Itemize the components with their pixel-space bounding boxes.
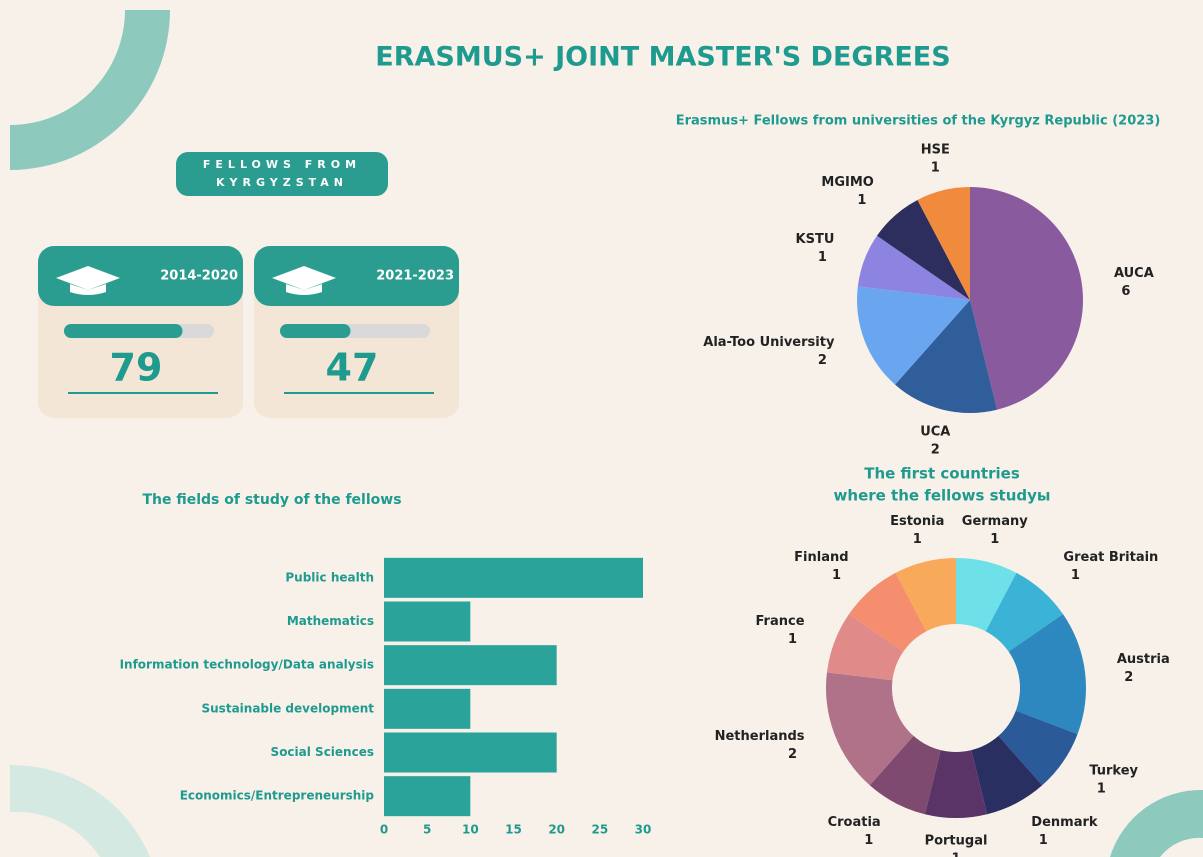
fellows-badge <box>176 152 388 196</box>
bar <box>384 645 557 686</box>
donut-slice <box>826 672 914 786</box>
card-value: 47 <box>326 346 379 390</box>
slice-value: 6 <box>1121 284 1130 299</box>
y-tick-label: Public health <box>285 570 374 584</box>
bar <box>384 776 471 817</box>
progress-fill <box>64 324 183 338</box>
slice-label: Germany <box>962 514 1028 529</box>
x-tick-label: 20 <box>548 823 565 837</box>
slice-value: 2 <box>931 442 940 457</box>
slice-label: UCA <box>920 424 950 439</box>
slice-value: 1 <box>1097 782 1106 797</box>
y-tick-label: Sustainable development <box>202 701 375 715</box>
donut-slice <box>849 572 927 652</box>
chart-title: Erasmus+ Fellows from universities of th… <box>676 114 1161 129</box>
slice-label: Estonia <box>890 514 944 529</box>
x-tick-label: 5 <box>423 823 431 837</box>
slice-label: Great Britain <box>1063 550 1158 565</box>
bar <box>384 557 643 598</box>
donut-slice <box>924 750 988 818</box>
slice-label: Turkey <box>1089 764 1138 779</box>
fellows-label: FELLOWS FROM <box>203 158 361 171</box>
y-tick-label: Economics/Entrepreneurship <box>180 789 375 803</box>
slice-label: AUCA <box>1114 266 1154 281</box>
slice-label: Croatia <box>828 815 881 830</box>
donut-slice <box>985 572 1063 652</box>
donut-slice <box>826 614 904 681</box>
x-tick-label: 30 <box>635 823 652 837</box>
progress-fill <box>280 324 351 338</box>
slice-label: France <box>756 614 805 629</box>
slice-label: Denmark <box>1031 815 1098 830</box>
slice-value: 1 <box>857 193 866 208</box>
slice-value: 2 <box>788 747 797 762</box>
decor-arc <box>1110 789 1203 857</box>
decor-arc <box>10 764 150 857</box>
bar <box>384 601 471 642</box>
slice-label: KSTU <box>796 232 835 247</box>
card-period: 2014-2020 <box>160 269 238 284</box>
chart-title: where the fellows studyы <box>834 487 1051 505</box>
pie-slice <box>917 187 970 300</box>
slice-value: 1 <box>1071 568 1080 583</box>
donut-slice <box>998 710 1078 786</box>
card-period: 2021-2023 <box>376 269 454 284</box>
y-tick-label: Information technology/Data analysis <box>120 658 374 672</box>
donut-slice <box>895 558 956 632</box>
slice-value: 1 <box>832 568 841 583</box>
slice-label: Austria <box>1117 652 1170 667</box>
chart-title: The first countries <box>864 465 1020 483</box>
x-tick-label: 25 <box>591 823 608 837</box>
slice-value: 2 <box>1124 670 1133 685</box>
x-tick-label: 15 <box>505 823 522 837</box>
pie-slice <box>970 187 1083 410</box>
chart-title: The fields of study of the fellows <box>142 492 401 508</box>
slice-label: Netherlands <box>715 729 805 744</box>
pie-slice <box>877 199 970 300</box>
page-title: ERASMUS+ JOINT MASTER'S DEGREES <box>375 42 950 73</box>
donut-slice <box>971 735 1043 815</box>
pie-slice <box>857 235 970 300</box>
pie-slice <box>857 286 970 385</box>
y-tick-label: Social Sciences <box>271 745 374 759</box>
slice-value: 1 <box>913 532 922 547</box>
slice-value: 1 <box>818 250 827 265</box>
slice-value: 1 <box>990 532 999 547</box>
donut-slice <box>956 558 1017 632</box>
decor-arc <box>10 10 170 170</box>
donut-slice <box>1008 614 1087 735</box>
bar <box>384 732 557 773</box>
slice-value: 1 <box>788 632 797 647</box>
cap-icon <box>70 284 106 295</box>
slice-value: 2 <box>818 353 827 368</box>
slice-label: Finland <box>794 550 848 565</box>
bar <box>384 688 471 729</box>
cap-icon <box>56 266 120 290</box>
donut-slice <box>869 735 941 815</box>
cap-icon <box>286 284 322 295</box>
slice-label: Portugal <box>925 834 988 849</box>
cap-icon <box>272 266 336 290</box>
x-tick-label: 10 <box>462 823 479 837</box>
x-tick-label: 0 <box>380 823 388 837</box>
slice-label: HSE <box>921 143 950 158</box>
slice-value: 1 <box>1039 833 1048 848</box>
y-tick-label: Mathematics <box>287 614 374 628</box>
card-value: 79 <box>110 346 163 390</box>
slice-value: 1 <box>951 852 960 857</box>
fellows-label: KYRGYZSTAN <box>216 176 348 189</box>
slice-label: Ala-Too University <box>703 335 835 350</box>
slice-label: MGIMO <box>821 175 873 190</box>
slice-value: 1 <box>931 161 940 176</box>
slice-value: 1 <box>864 833 873 848</box>
pie-slice <box>895 300 998 413</box>
